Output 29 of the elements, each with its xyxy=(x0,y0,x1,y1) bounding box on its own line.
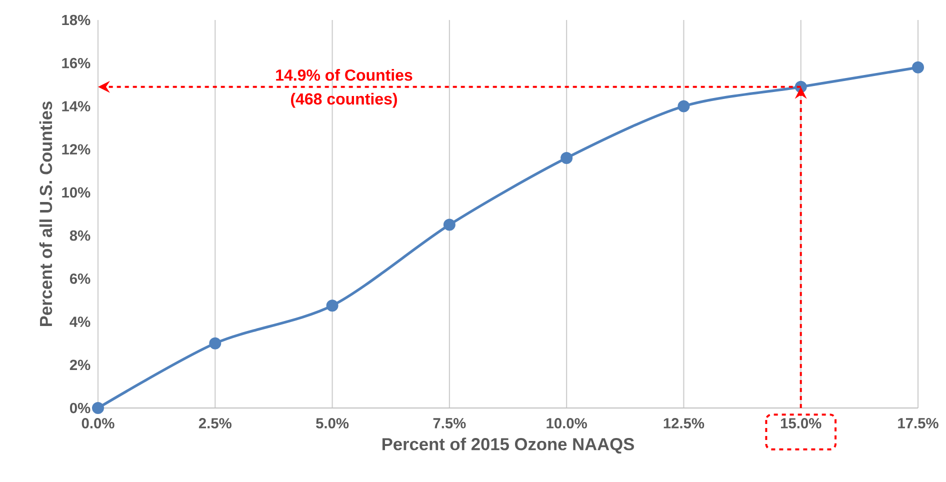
x-tick-label: 0.0% xyxy=(82,418,114,428)
annotation: (468 counties) xyxy=(291,92,397,108)
x-tick-label: 12.5% xyxy=(664,418,704,428)
x-tick-label: 15.0% xyxy=(780,418,822,428)
y-tick-label: 0% xyxy=(70,402,90,414)
x-tick-label: 17.5% xyxy=(898,418,938,428)
y-tick-label: 14% xyxy=(62,101,90,112)
x-tick-label: 7.5% xyxy=(433,418,466,428)
y-tick-label: 12% xyxy=(62,144,90,154)
y-axis-title: Percent of all U.S. Counties xyxy=(39,102,52,326)
y-tick-label: 10% xyxy=(62,187,90,198)
point xyxy=(560,152,573,164)
point xyxy=(326,300,338,312)
point xyxy=(678,100,690,112)
x-tick-label: 10.0% xyxy=(546,418,587,428)
y-tick-label: 2% xyxy=(70,360,90,370)
x-axis-title: Percent of 2015 Ozone NAAQS xyxy=(382,438,634,454)
y-tick-label: 16% xyxy=(62,58,90,68)
annotation: 14.9% of Counties xyxy=(276,69,412,81)
x-tick-label: 5.0% xyxy=(316,418,349,428)
x-tick-label: 2.5% xyxy=(198,418,232,428)
point xyxy=(209,337,222,350)
point xyxy=(443,218,456,231)
y-tick-label: 6% xyxy=(70,273,90,284)
y-tick-label: 8% xyxy=(70,230,90,241)
y-tick-label: 18% xyxy=(62,14,90,26)
y-tick-label: 4% xyxy=(70,316,90,327)
point xyxy=(92,402,104,414)
point xyxy=(912,61,924,74)
